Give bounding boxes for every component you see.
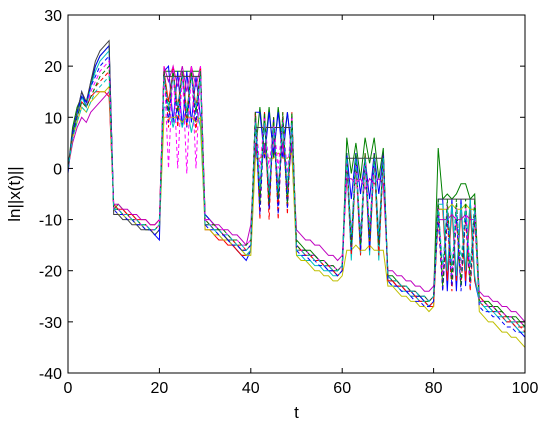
x-tick-label: 40 — [242, 380, 260, 397]
tick-layer: 0 20 40 60 80 100 -40 -30 -20 -10 0 10 20 30 — [39, 8, 539, 397]
y-axis-label: ln||x(t)|| — [5, 166, 24, 221]
y-tick-label: -20 — [39, 264, 62, 281]
series-line-2 — [67, 44, 526, 338]
x-axis-label: t — [294, 403, 299, 422]
y-tick-label: 30 — [44, 8, 62, 25]
x-tick-label: 0 — [64, 380, 73, 397]
y-tick-label: 20 — [44, 59, 62, 76]
x-tick-label: 100 — [512, 380, 539, 397]
y-tick-label: -40 — [39, 366, 62, 383]
series-line-9 — [67, 54, 526, 338]
plot-frame — [67, 14, 526, 374]
series-line-5 — [67, 64, 526, 323]
y-tick-label: 0 — [53, 161, 62, 178]
y-tick-label: 10 — [44, 110, 62, 127]
x-tick-label: 20 — [151, 380, 169, 397]
series-layer — [67, 39, 526, 348]
y-tick-label: -30 — [39, 315, 62, 332]
x-tick-label: 60 — [333, 380, 351, 397]
x-tick-label: 80 — [425, 380, 443, 397]
series-line-12 — [67, 75, 525, 328]
y-tick-label: -10 — [39, 213, 62, 230]
